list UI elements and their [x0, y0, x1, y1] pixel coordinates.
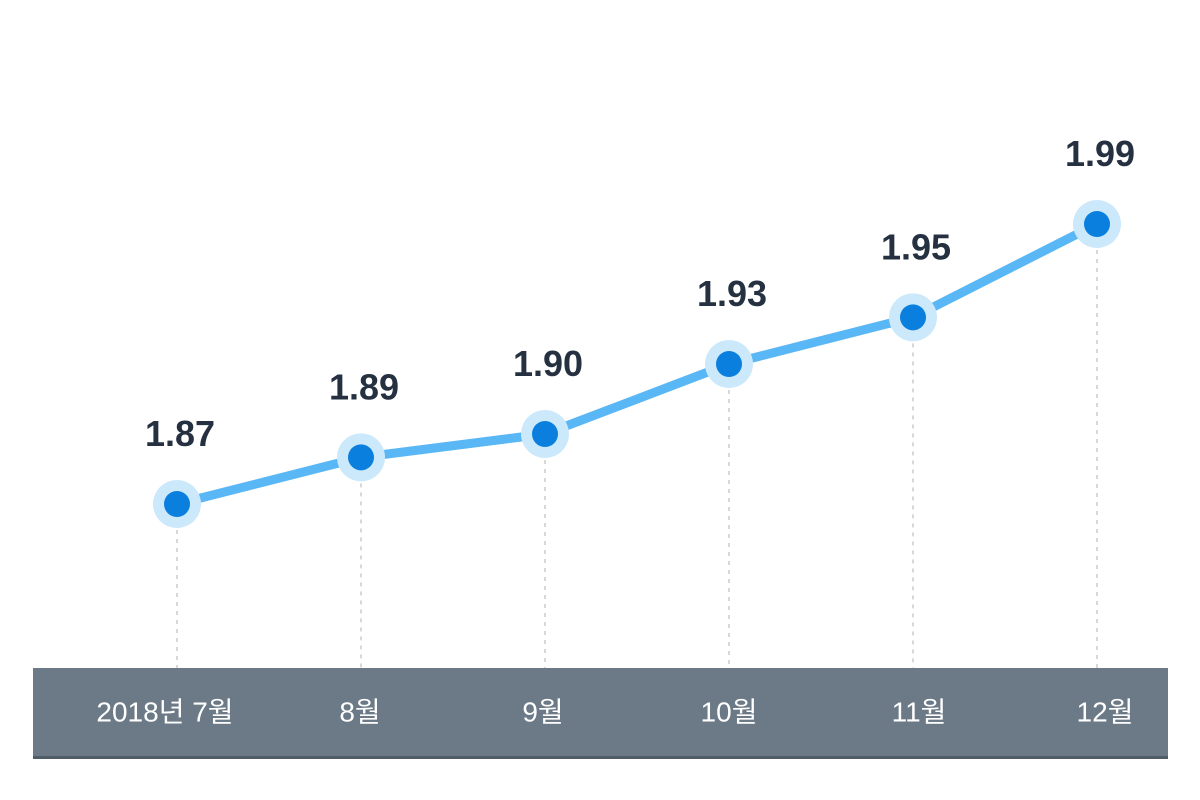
data-point — [900, 304, 926, 331]
data-labels: 1.87 1.89 1.90 1.93 1.95 1.99 — [145, 133, 1135, 454]
x-tick-label: 11월 — [892, 696, 947, 727]
series-line — [172, 219, 1102, 509]
x-axis-tick-labels: 2018년 7월 8월 9월 10월 11월 12월 — [96, 696, 1133, 727]
x-tick-label: 10월 — [701, 696, 758, 727]
data-label: 1.93 — [697, 273, 767, 314]
x-tick-label: 2018년 7월 — [96, 696, 233, 727]
data-label: 1.90 — [513, 343, 583, 384]
x-axis-band-edge — [33, 756, 1168, 759]
data-point — [1084, 211, 1110, 237]
data-label: 1.99 — [1065, 133, 1135, 174]
x-tick-label: 9월 — [522, 696, 563, 727]
x-tick-label: 12월 — [1077, 696, 1134, 727]
data-point — [532, 421, 558, 447]
x-tick-label: 8월 — [339, 696, 380, 727]
data-point — [164, 491, 190, 517]
x-axis-band — [33, 668, 1168, 756]
data-point — [716, 351, 742, 377]
data-label: 1.95 — [881, 226, 951, 267]
data-label: 1.89 — [329, 366, 399, 407]
data-points — [153, 200, 1121, 528]
data-point — [348, 444, 374, 471]
data-label: 1.87 — [145, 413, 215, 454]
guide-lines — [176, 250, 1098, 668]
